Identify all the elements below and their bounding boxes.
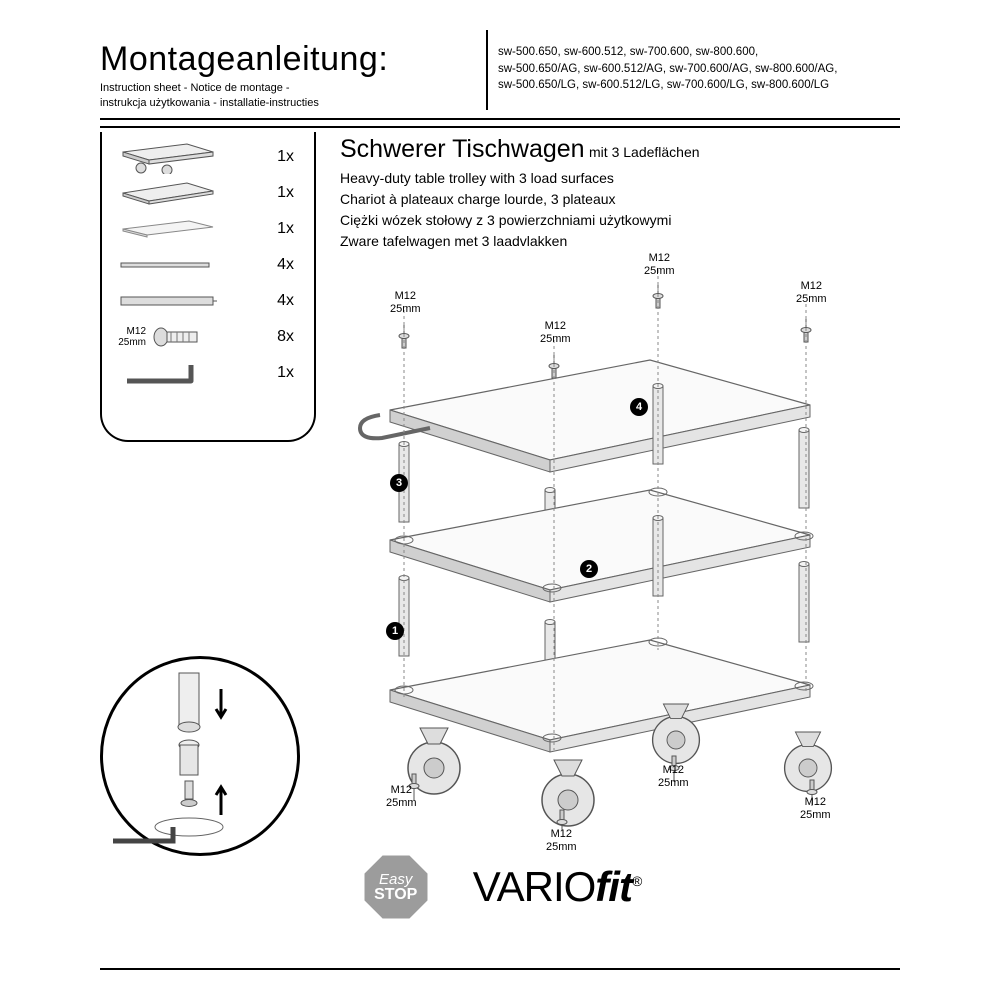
part-row: 1x [112,358,302,388]
screw-label: M1225mm [796,280,827,306]
product-title-block: Schwerer Tischwagen mit 3 Ladeflächen He… [340,135,700,252]
reg-mark: ® [632,873,641,889]
footer-rule [100,968,900,970]
easystop-bot: STOP [374,887,417,903]
screw-icon [146,322,216,352]
easystop-top: Easy [374,872,417,887]
part-qty: 1x [277,364,302,382]
tube-thick-icon [112,286,222,316]
product-name: Schwerer Tischwagen [340,135,585,163]
screw-label: M1225mm [540,320,571,346]
screw-label: M1225mm [800,796,831,822]
part-row: 4x [112,286,302,316]
hexkey-icon [112,358,222,388]
step-2: 2 [580,560,598,578]
step-4: 4 [630,398,648,416]
platform-wheels-icon [112,142,222,172]
part-row: 4x [112,250,302,280]
screw-spec-label: M12 25mm [112,326,146,348]
part-row: 1x [112,214,302,244]
tube-thin-icon [112,250,222,280]
screw-label: M1225mm [390,290,421,316]
lang-pl: Ciężki wózek stołowy z 3 powierzchniami … [340,210,700,231]
lang-en: Heavy-duty table trolley with 3 load sur… [340,168,700,189]
part-qty: 1x [277,184,302,202]
part-qty: 8x [277,328,302,346]
part-qty: 4x [277,256,302,274]
rule-mid [100,126,900,128]
parts-list: 1x 1x 1x 4x 4x M [100,132,316,442]
lang-fr: Chariot à plateaux charge lourde, 3 plat… [340,189,700,210]
part-row: 1x [112,142,302,172]
step-1: 1 [386,622,404,640]
easystop-logo: Easy STOP [359,850,433,924]
brand-fit: fit [595,863,632,910]
part-qty: 1x [277,148,302,166]
model-numbers: sw-500.650, sw-600.512, sw-700.600, sw-8… [498,44,837,94]
variofit-logo: VARIOfit® [473,863,642,911]
part-qty: 4x [277,292,302,310]
exploded-diagram [300,240,900,830]
product-name-sub: mit 3 Ladeflächen [589,144,700,160]
part-qty: 1x [277,220,302,238]
part-row: M12 25mm 8x [112,322,302,352]
shelf-icon [112,178,222,208]
shelf-thin-icon [112,214,222,244]
screw-label: M1225mm [644,252,675,278]
step-3: 3 [390,474,408,492]
rule-top [100,118,900,120]
assembly-detail [100,656,300,856]
part-row: 1x [112,178,302,208]
brand-vario: VARIO [473,863,596,910]
screw-label: M1225mm [658,764,689,790]
footer: Easy STOP VARIOfit® [100,890,900,970]
screw-label: M1225mm [386,784,417,810]
